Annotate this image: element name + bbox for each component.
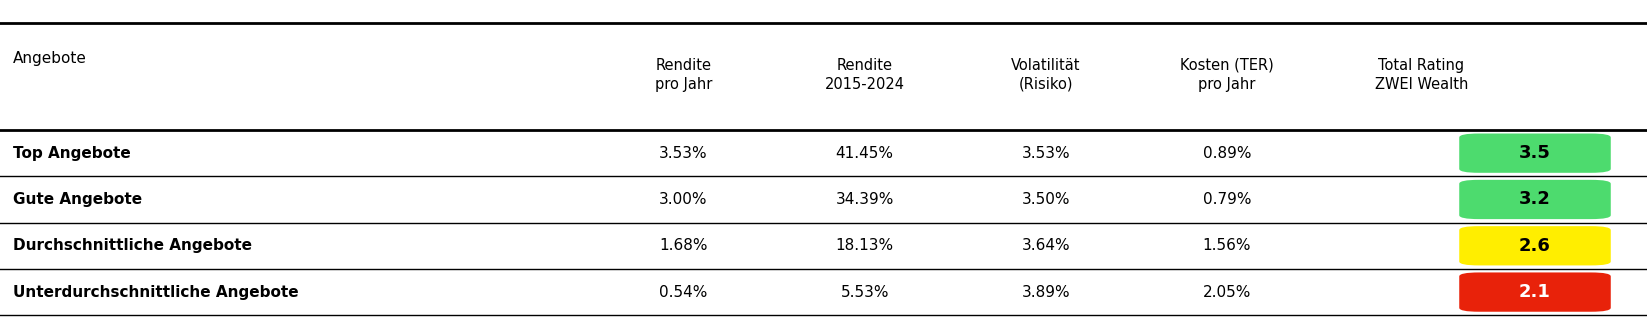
Text: Top Angebote: Top Angebote xyxy=(13,146,130,161)
Text: 1.56%: 1.56% xyxy=(1202,238,1252,253)
Text: Total Rating
ZWEI Wealth: Total Rating ZWEI Wealth xyxy=(1375,58,1467,92)
Text: 34.39%: 34.39% xyxy=(835,192,894,207)
FancyBboxPatch shape xyxy=(1459,226,1611,266)
Text: 2.1: 2.1 xyxy=(1519,283,1551,301)
Text: 41.45%: 41.45% xyxy=(835,146,894,161)
FancyBboxPatch shape xyxy=(1459,134,1611,173)
Text: 3.2: 3.2 xyxy=(1519,190,1551,208)
Text: 3.64%: 3.64% xyxy=(1021,238,1071,253)
Text: 2.05%: 2.05% xyxy=(1202,285,1252,300)
Text: Rendite
2015-2024: Rendite 2015-2024 xyxy=(825,58,904,92)
Text: Gute Angebote: Gute Angebote xyxy=(13,192,142,207)
Text: Angebote: Angebote xyxy=(13,51,87,66)
Text: Volatilität
(Risiko): Volatilität (Risiko) xyxy=(1011,58,1080,92)
Text: 5.53%: 5.53% xyxy=(840,285,889,300)
Text: 3.53%: 3.53% xyxy=(659,146,708,161)
Text: Kosten (TER)
pro Jahr: Kosten (TER) pro Jahr xyxy=(1181,58,1273,92)
Text: 0.89%: 0.89% xyxy=(1202,146,1252,161)
Text: 3.89%: 3.89% xyxy=(1021,285,1071,300)
Text: 3.00%: 3.00% xyxy=(659,192,708,207)
Text: 18.13%: 18.13% xyxy=(835,238,894,253)
Text: 1.68%: 1.68% xyxy=(659,238,708,253)
Text: Unterdurchschnittliche Angebote: Unterdurchschnittliche Angebote xyxy=(13,285,298,300)
Text: 3.53%: 3.53% xyxy=(1021,146,1071,161)
Text: 3.50%: 3.50% xyxy=(1021,192,1071,207)
FancyBboxPatch shape xyxy=(1459,272,1611,312)
Text: Rendite
pro Jahr: Rendite pro Jahr xyxy=(656,58,712,92)
Text: 3.5: 3.5 xyxy=(1519,144,1551,162)
Text: Durchschnittliche Angebote: Durchschnittliche Angebote xyxy=(13,238,252,253)
Text: 2.6: 2.6 xyxy=(1519,237,1551,255)
Text: 0.54%: 0.54% xyxy=(659,285,708,300)
Text: 0.79%: 0.79% xyxy=(1202,192,1252,207)
FancyBboxPatch shape xyxy=(1459,180,1611,219)
